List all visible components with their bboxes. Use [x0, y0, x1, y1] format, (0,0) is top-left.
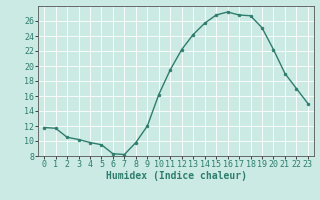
- X-axis label: Humidex (Indice chaleur): Humidex (Indice chaleur): [106, 171, 246, 181]
